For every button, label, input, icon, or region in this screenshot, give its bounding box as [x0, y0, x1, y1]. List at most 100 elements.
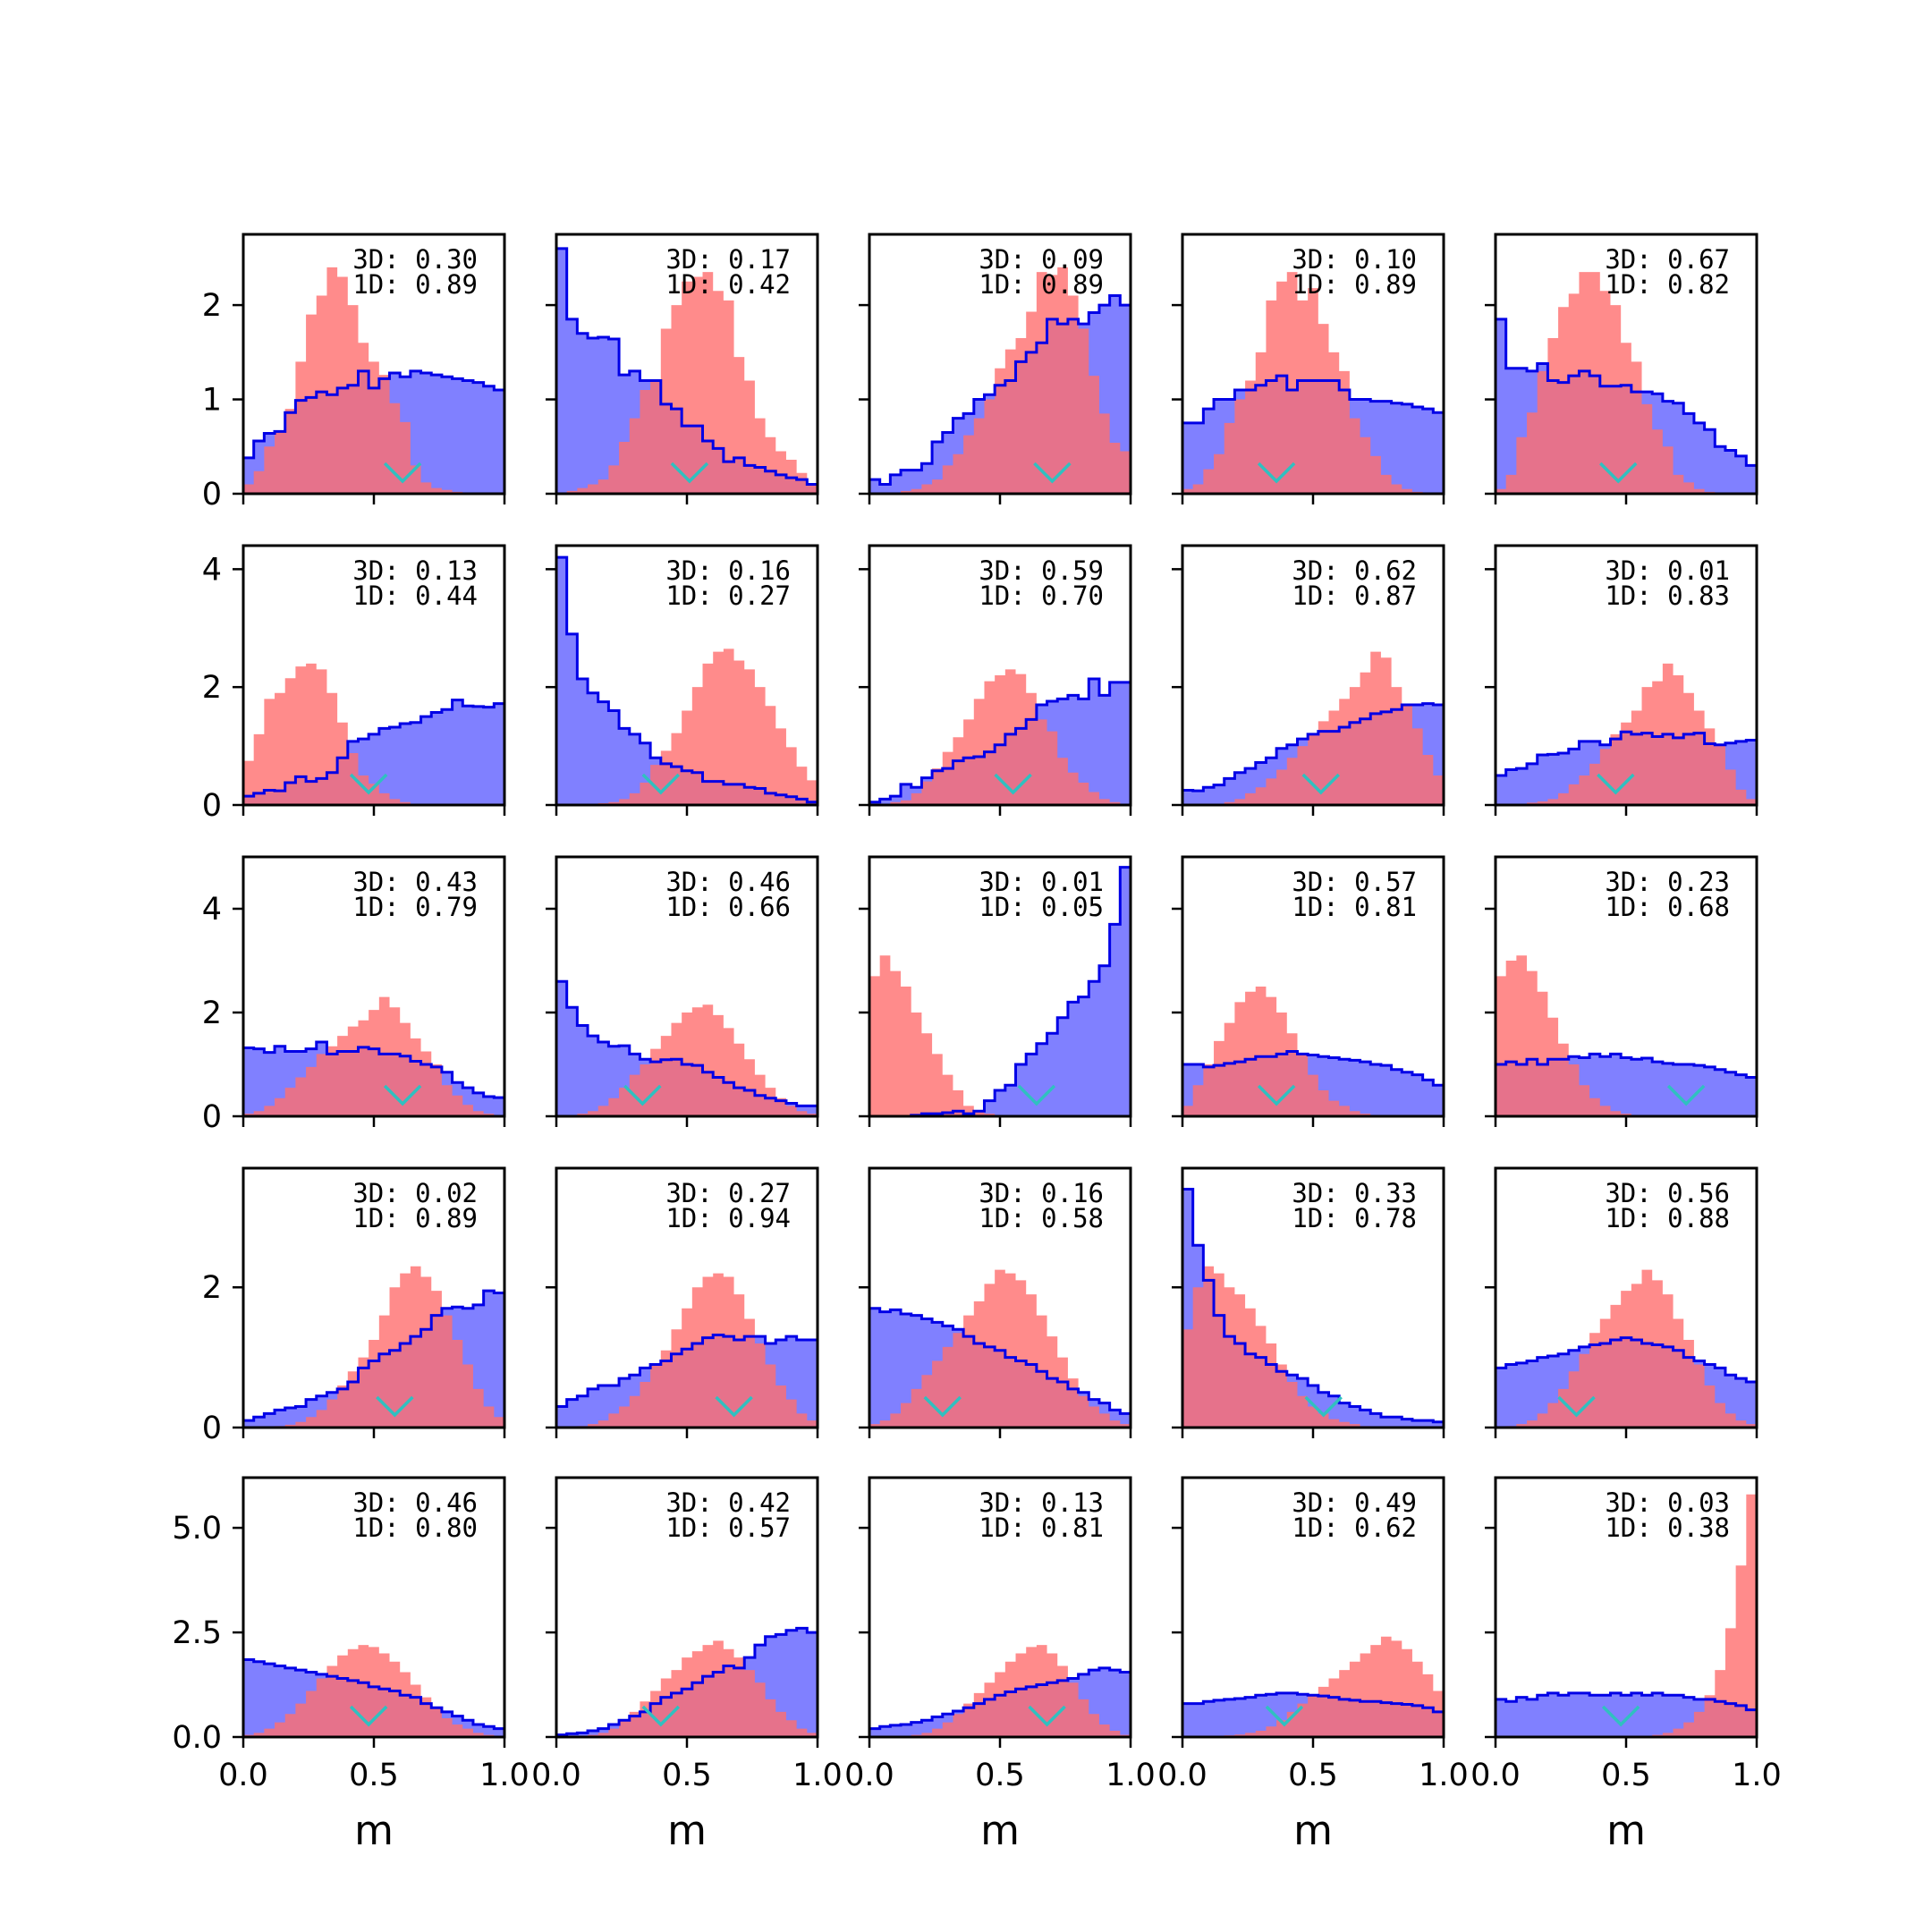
- y-tick-label: 0: [202, 1099, 222, 1135]
- blue-histogram-outline: [556, 979, 818, 1116]
- label-3d: 3D: 0.16: [979, 1178, 1104, 1208]
- x-tick-label: 1.0: [1106, 1758, 1156, 1793]
- blue-histogram-outline: [1182, 374, 1444, 494]
- label-1d: 1D: 0.42: [665, 269, 791, 300]
- median-marker-icon: [641, 1705, 681, 1727]
- panel-plot-area: [243, 996, 504, 1116]
- blue-histogram-outline: [1182, 702, 1444, 805]
- x-tick-label: 0.5: [662, 1758, 712, 1793]
- median-marker-icon: [376, 1395, 414, 1418]
- median-marker-icon: [383, 1084, 422, 1106]
- panel-plot-area: [1496, 663, 1757, 805]
- label-3d: 3D: 0.59: [979, 555, 1104, 586]
- panel-plot-area: [869, 1269, 1131, 1428]
- label-3d: 3D: 0.13: [352, 555, 478, 586]
- panel-plot-area: [1496, 1269, 1757, 1428]
- label-3d: 3D: 0.16: [665, 555, 791, 586]
- label-1d: 1D: 0.81: [979, 1513, 1104, 1543]
- label-1d: 1D: 0.87: [1292, 580, 1417, 611]
- panel-plot-area: [556, 1626, 818, 1737]
- median-marker-icon: [623, 1084, 662, 1106]
- blue-histogram-outline: [1182, 1050, 1444, 1116]
- median-marker-icon: [1257, 1084, 1296, 1106]
- median-marker-icon: [1017, 1084, 1056, 1106]
- blue-histogram-outline: [243, 1657, 504, 1737]
- x-tick-label: 0.5: [975, 1758, 1025, 1793]
- red-histogram-fill: [869, 1269, 1131, 1428]
- panel-plot-area: [1182, 651, 1444, 805]
- red-histogram-fill: [1182, 987, 1444, 1116]
- red-histogram-fill: [869, 1645, 1131, 1737]
- red-histogram-fill: [1182, 651, 1444, 805]
- y-tick-label: 2: [202, 670, 222, 706]
- median-marker-icon: [1304, 1395, 1343, 1418]
- label-3d: 3D: 0.30: [352, 244, 478, 275]
- x-tick-label: 0.5: [349, 1758, 399, 1793]
- label-1d: 1D: 0.70: [979, 580, 1104, 611]
- median-marker-icon: [715, 1395, 753, 1418]
- blue-histogram-outline: [556, 1334, 818, 1428]
- label-1d: 1D: 0.38: [1605, 1513, 1730, 1543]
- label-1d: 1D: 0.27: [665, 580, 791, 611]
- label-3d: 3D: 0.02: [352, 1178, 478, 1208]
- blue-histogram-outline: [869, 294, 1131, 494]
- x-axis-label: m: [980, 1807, 1020, 1854]
- label-3d: 3D: 0.13: [979, 1487, 1104, 1518]
- label-3d: 3D: 0.57: [1292, 867, 1417, 897]
- panel-plot-area: [556, 1273, 818, 1428]
- label-1d: 1D: 0.83: [1605, 580, 1730, 611]
- red-histogram-fill: [1182, 272, 1444, 494]
- blue-histogram-outline: [243, 1289, 504, 1428]
- label-1d: 1D: 0.44: [352, 580, 478, 611]
- blue-histogram-outline: [1496, 1691, 1757, 1737]
- blue-histogram-outline: [1496, 730, 1757, 805]
- red-histogram-fill: [556, 272, 818, 494]
- y-tick-label: 2: [202, 996, 222, 1031]
- blue-histogram-fill: [869, 867, 1131, 1116]
- blue-histogram-outline: [1496, 1336, 1757, 1428]
- panel-plot-area: [1182, 1636, 1444, 1737]
- label-3d: 3D: 0.23: [1605, 867, 1730, 897]
- label-3d: 3D: 0.42: [665, 1487, 791, 1518]
- red-histogram-fill: [243, 996, 504, 1116]
- panel-plot-area: [869, 267, 1131, 494]
- label-1d: 1D: 0.89: [352, 269, 478, 300]
- blue-histogram-outline: [556, 1626, 818, 1737]
- blue-histogram-fill: [556, 248, 818, 494]
- y-tick-label: 1: [202, 383, 222, 419]
- label-1d: 1D: 0.94: [665, 1203, 791, 1233]
- blue-histogram-outline: [556, 555, 818, 805]
- x-axis-label: m: [354, 1807, 394, 1854]
- blue-histogram-fill: [556, 981, 818, 1116]
- panel-plot-area: [869, 669, 1131, 805]
- label-3d: 3D: 0.46: [352, 1487, 478, 1518]
- panel-plot-area: [1182, 987, 1444, 1116]
- label-3d: 3D: 0.33: [1292, 1178, 1417, 1208]
- median-marker-icon: [1028, 1705, 1066, 1727]
- panel-plot-area: [1496, 955, 1757, 1116]
- median-marker-icon: [1265, 1705, 1304, 1727]
- red-histogram-fill: [556, 1004, 818, 1116]
- label-1d: 1D: 0.68: [1605, 892, 1730, 922]
- label-3d: 3D: 0.03: [1605, 1487, 1730, 1518]
- x-tick-label: 1.0: [1732, 1758, 1782, 1793]
- label-1d: 1D: 0.57: [665, 1513, 791, 1543]
- label-1d: 1D: 0.88: [1605, 1203, 1730, 1233]
- x-tick-label: 0.5: [1601, 1758, 1651, 1793]
